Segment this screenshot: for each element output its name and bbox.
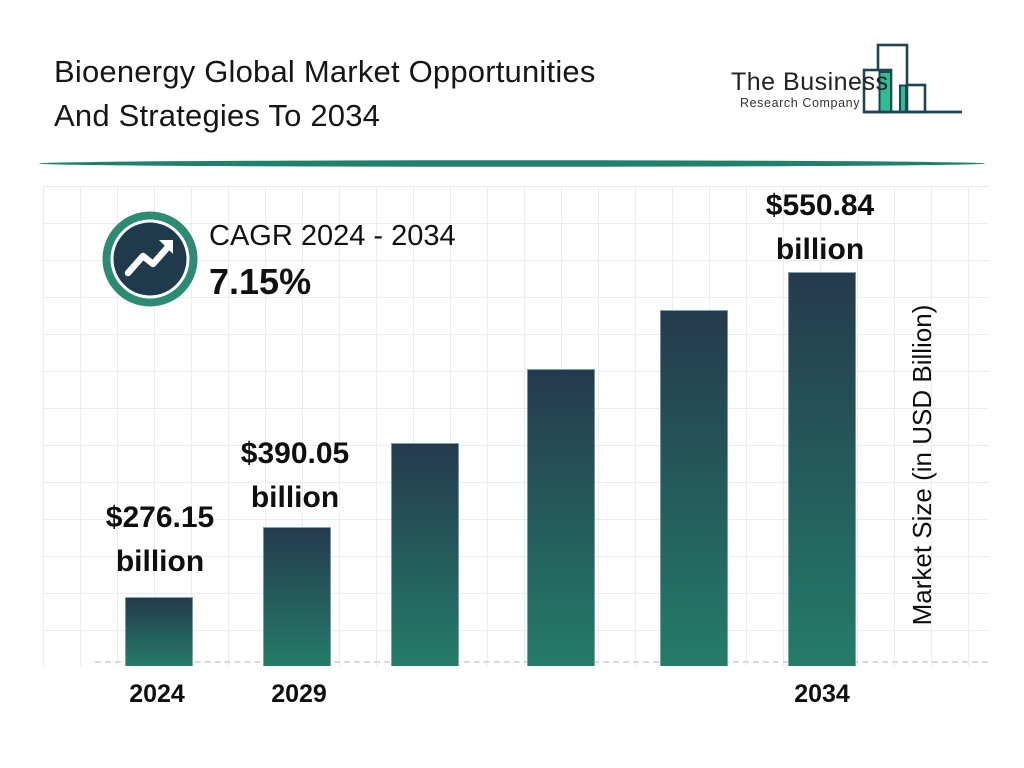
cagr-badge [102, 211, 198, 307]
bar-unlabeled-5 [660, 310, 728, 666]
title-line-1: Bioenergy Global Market Opportunities [54, 54, 596, 89]
divider-ellipse [39, 160, 985, 167]
x-tick-2029: 2029 [271, 680, 327, 708]
logo-barchart-icon [862, 43, 962, 114]
bar-2034 [788, 272, 856, 666]
cagr-label: CAGR 2024 - 2034 [209, 220, 456, 252]
logo-name: The Business [731, 68, 889, 96]
x-tick-2034: 2034 [794, 680, 850, 708]
x-tick-2024: 2024 [129, 680, 185, 708]
trending-up-icon [124, 243, 172, 277]
value-label-2029: $390.05 billion [241, 432, 349, 520]
value-amount: $390.05 [240, 437, 350, 470]
value-amount: $276.15 [105, 501, 215, 534]
value-unit: billion [115, 545, 205, 578]
title-line-2: And Strategies To 2034 [54, 98, 381, 133]
header-divider [39, 160, 985, 167]
value-label-2034: $550.84 billion [766, 184, 874, 272]
company-logo: The Business Research Company [723, 38, 973, 120]
page-title: Bioenergy Global Market Opportunities An… [54, 50, 694, 138]
value-amount: $550.84 [765, 189, 875, 222]
y-axis-label: Market Size (in USD Billion) [907, 304, 937, 626]
bar-unlabeled-4 [527, 369, 595, 666]
bar-2029 [263, 527, 331, 666]
bar-unlabeled-3 [391, 443, 459, 666]
bar-2024 [125, 597, 193, 666]
value-label-2024: $276.15 billion [106, 496, 214, 584]
trending-up-arrowhead [159, 240, 173, 254]
logo-subname: Research Company [740, 96, 861, 110]
value-unit: billion [775, 233, 865, 266]
value-unit: billion [250, 481, 340, 514]
cagr-value: 7.15% [209, 261, 312, 302]
